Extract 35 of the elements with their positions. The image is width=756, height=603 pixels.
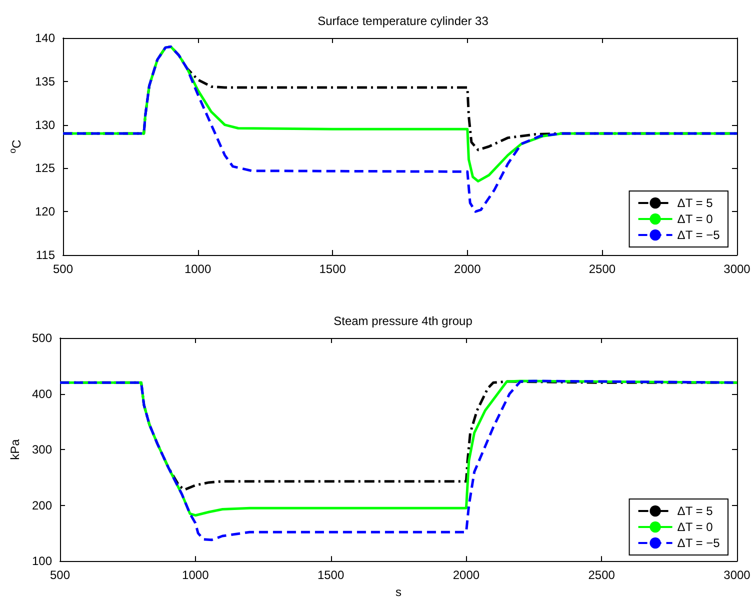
y-tick-label: 300 xyxy=(32,442,52,457)
y-tick-label: 400 xyxy=(32,386,52,401)
y-tick-label: 500 xyxy=(32,331,52,345)
x-tick-label: 2000 xyxy=(454,262,482,276)
y-tick-label: 135 xyxy=(34,74,56,88)
chart-title: Steam pressure 4th group xyxy=(334,314,473,328)
x-tick-label: 3000 xyxy=(724,568,751,582)
y-tick-label: 140 xyxy=(34,31,56,45)
x-tick-label: 1500 xyxy=(317,568,344,582)
legend-label: ΔT = 0 xyxy=(677,520,714,534)
x-tick-label: 2000 xyxy=(452,568,480,582)
y-axis-title: kPa xyxy=(8,438,22,460)
legend-label: ΔT = 5 xyxy=(677,504,714,518)
x-tick-label: 2500 xyxy=(588,262,616,276)
legend-label: ΔT = −5 xyxy=(677,536,720,550)
y-tick-label: 120 xyxy=(34,204,56,219)
y-tick-label: 125 xyxy=(34,161,56,176)
x-tick-label: 3000 xyxy=(724,262,751,276)
legend-label: ΔT = 5 xyxy=(677,196,714,210)
y-axis-title: oC xyxy=(8,139,24,154)
legend-label: ΔT = −5 xyxy=(677,228,720,242)
x-tick-label: 1000 xyxy=(182,568,210,582)
legend-label: ΔT = 0 xyxy=(677,212,714,226)
chart-title: Surface temperature cylinder 33 xyxy=(318,14,489,28)
y-tick-label: 130 xyxy=(34,118,56,132)
y-tick-label: 200 xyxy=(32,498,52,512)
x-axis-title: s xyxy=(396,585,402,599)
x-tick-label: 500 xyxy=(50,568,70,582)
x-tick-label: 1500 xyxy=(319,262,346,276)
x-tick-label: 1000 xyxy=(184,262,212,276)
y-tick-label: 115 xyxy=(36,248,56,262)
y-tick-label: 100 xyxy=(32,554,52,568)
x-tick-label: 500 xyxy=(52,262,74,276)
x-tick-label: 2500 xyxy=(588,568,616,582)
line-series xyxy=(62,45,738,213)
